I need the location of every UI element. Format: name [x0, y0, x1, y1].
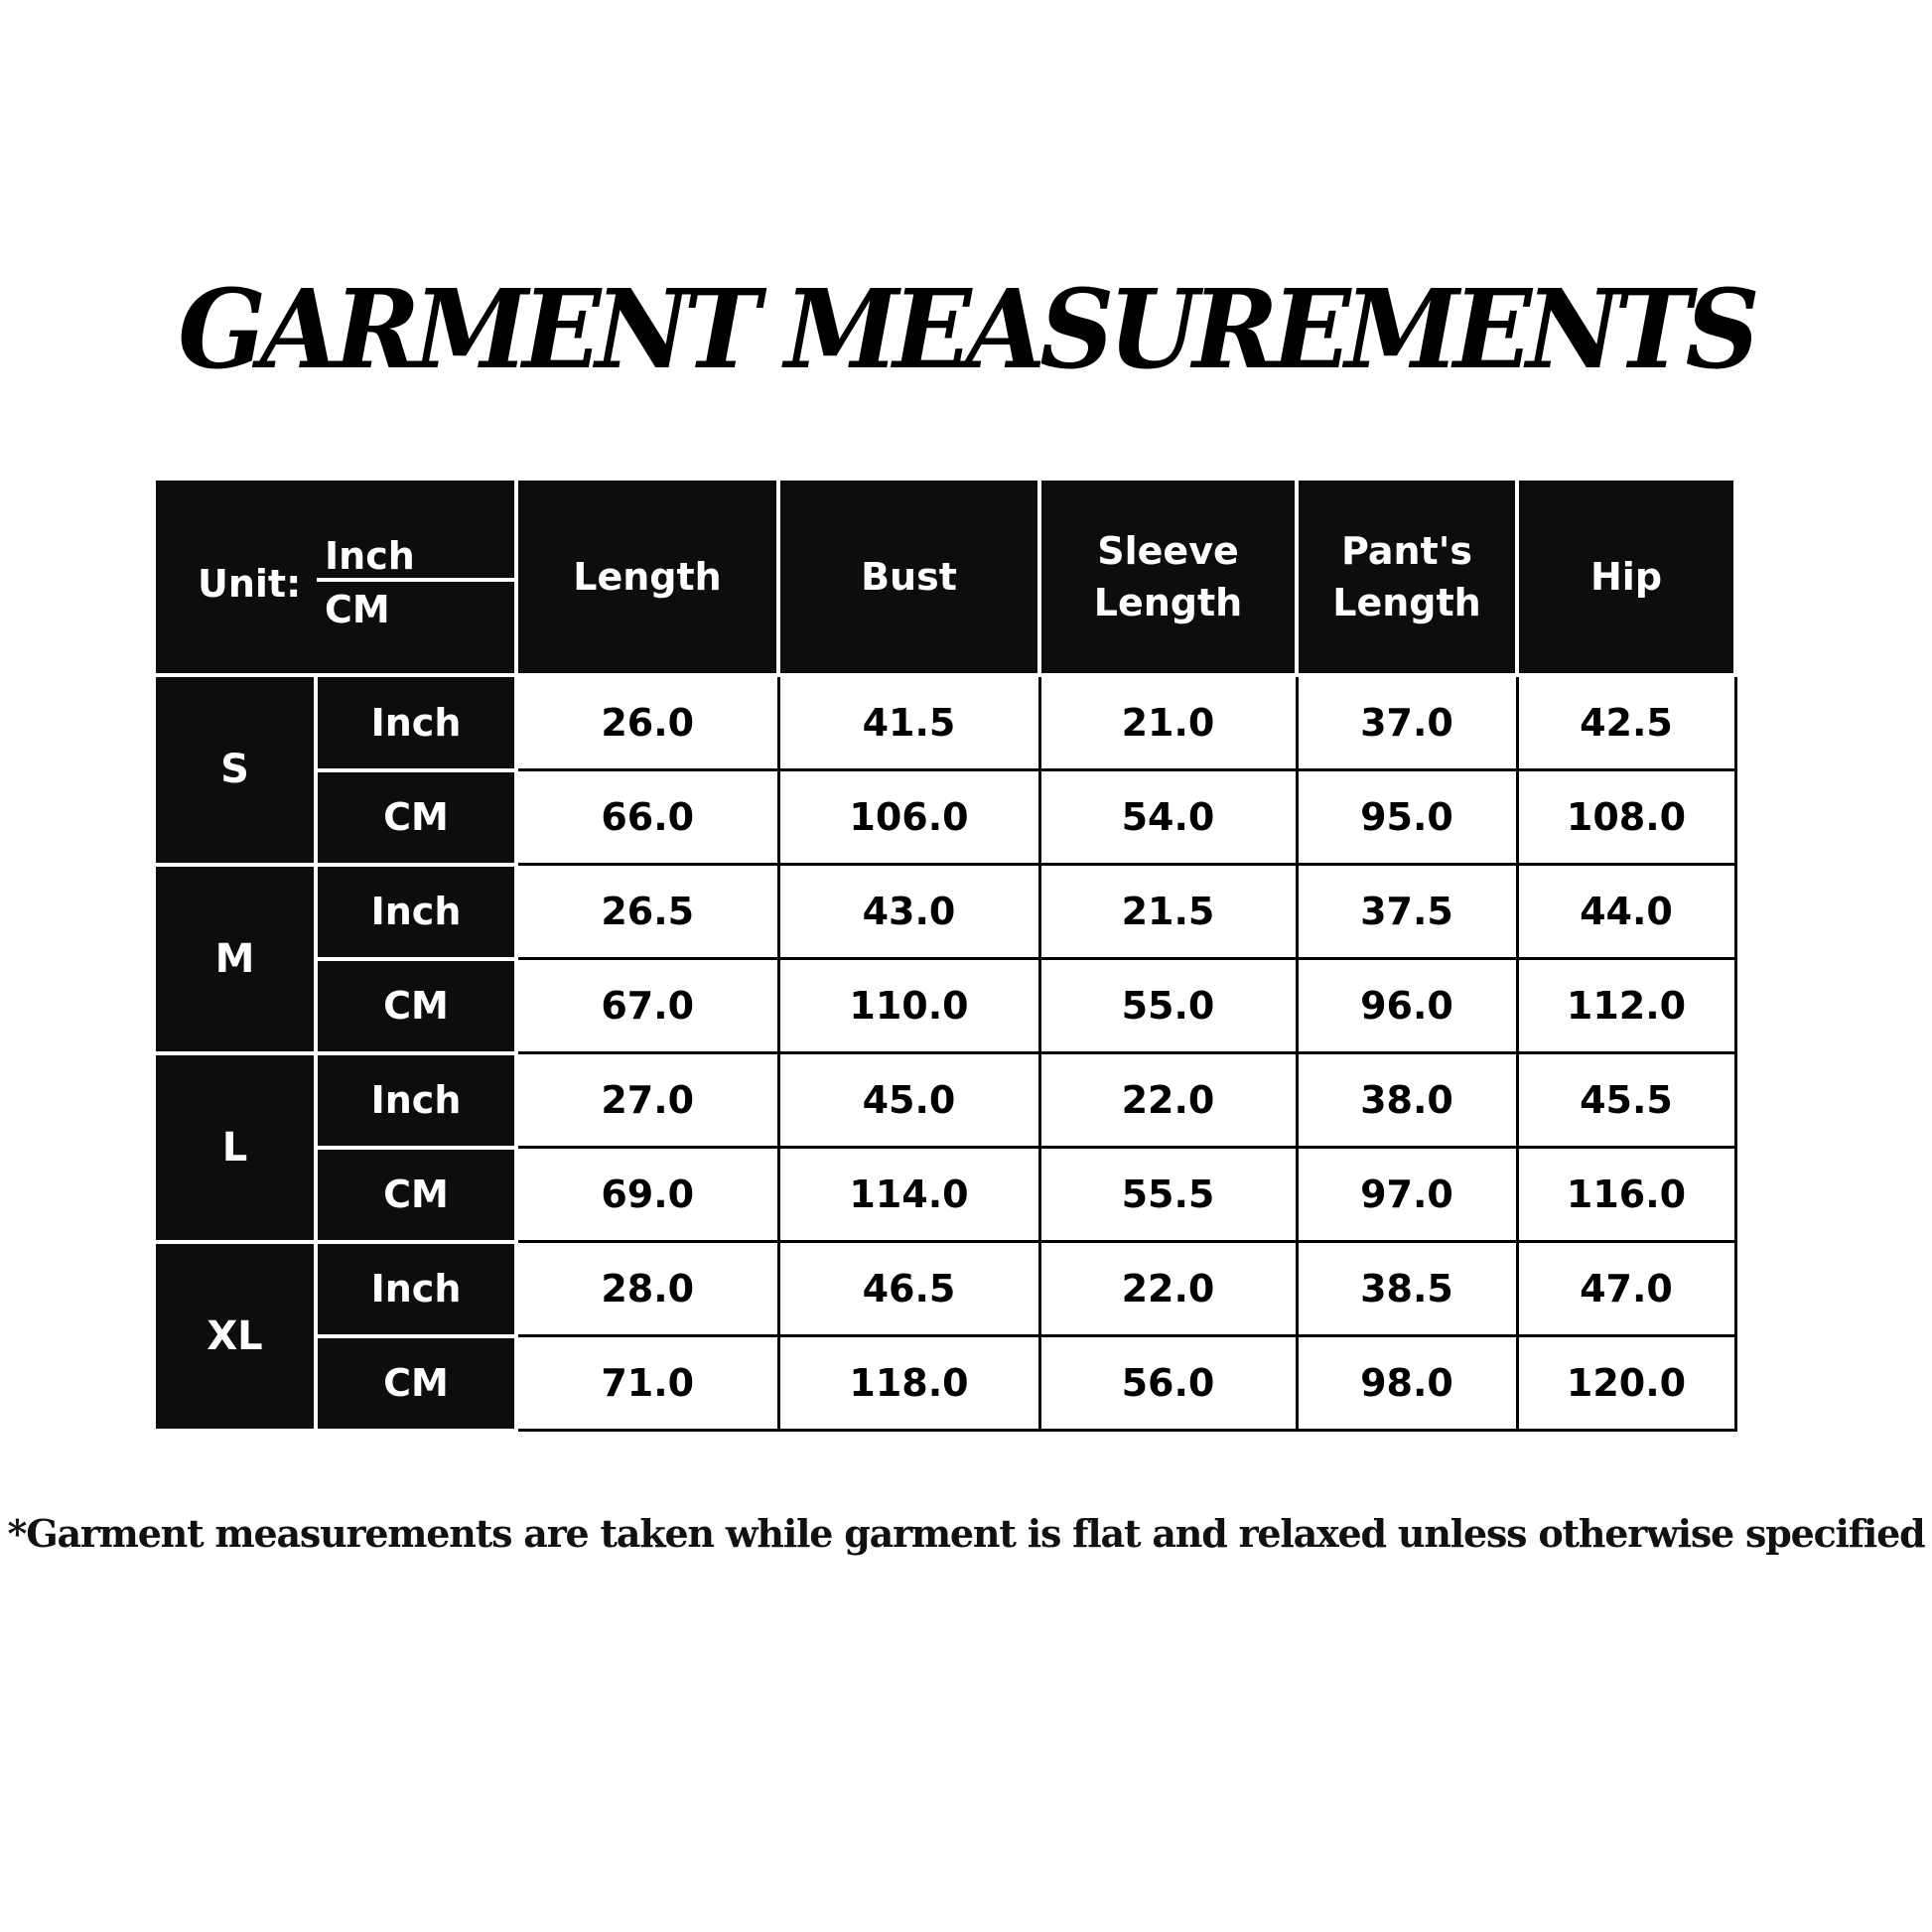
unit-label: CM	[314, 956, 518, 1055]
table-row: XL Inch 28.0 46.5 22.0 38.5 47.0	[152, 1239, 1737, 1433]
measurement-cell: 66.0	[514, 768, 780, 866]
unit-label: Unit:	[198, 562, 302, 606]
column-header-bust: Bust	[776, 477, 1041, 677]
measurement-cell: 55.5	[1037, 1146, 1299, 1243]
unit-divider	[317, 578, 514, 582]
measurement-cell: 96.0	[1295, 957, 1519, 1054]
measurement-cell: 26.0	[514, 673, 780, 771]
header-row: Unit: Inch CM Length Bust Sleeve Length …	[152, 477, 1737, 677]
size-label: XL	[152, 1239, 318, 1433]
measurement-cell: 69.0	[514, 1146, 780, 1243]
measurement-cell: 41.5	[776, 673, 1041, 771]
measurement-cell: 27.0	[514, 1051, 780, 1149]
measurement-cell: 37.0	[1295, 673, 1519, 771]
measurement-cell: 22.0	[1037, 1240, 1299, 1337]
measurement-cell: 56.0	[1037, 1334, 1299, 1432]
table-row: CM 66.0 106.0 54.0 95.0 108.0	[154, 767, 1737, 867]
column-header-text: Pant's Length	[1332, 529, 1481, 624]
measurement-cell: 42.5	[1515, 673, 1737, 771]
measurement-cell: 95.0	[1295, 768, 1519, 866]
measurement-cell: 97.0	[1295, 1146, 1519, 1243]
measurement-cell: 112.0	[1515, 957, 1737, 1054]
table-row: M Inch 26.5 43.0 21.5 37.5 44.0	[152, 862, 1737, 1055]
measurement-cell: 28.0	[514, 1240, 780, 1337]
unit-label: Inch	[314, 1050, 518, 1150]
size-label: L	[152, 1050, 318, 1244]
unit-label: CM	[314, 767, 518, 867]
footnote: *Garment measurements are taken while ga…	[7, 1511, 1926, 1556]
measurement-cell: 45.0	[776, 1051, 1041, 1149]
unit-label: Inch	[314, 862, 518, 961]
column-header-length: Length	[514, 477, 780, 677]
measurement-cell: 43.0	[776, 863, 1041, 960]
unit-label: CM	[314, 1333, 518, 1433]
size-label: M	[152, 862, 318, 1055]
measurement-cell: 22.0	[1037, 1051, 1299, 1149]
unit-label: CM	[314, 1145, 518, 1244]
measurement-cell: 45.5	[1515, 1051, 1737, 1149]
measurement-cell: 21.5	[1037, 863, 1299, 960]
measurement-cell: 26.5	[514, 863, 780, 960]
measurement-cell: 54.0	[1037, 768, 1299, 866]
column-header-text: Sleeve Length	[1093, 529, 1243, 624]
table-row: S Inch 26.0 41.5 21.0 37.0 42.5	[152, 673, 1737, 867]
size-chart-table: Unit: Inch CM Length Bust Sleeve Length …	[152, 477, 1737, 1433]
measurement-cell: 110.0	[776, 957, 1041, 1054]
measurement-cell: 114.0	[776, 1146, 1041, 1243]
unit-label: Inch	[314, 1239, 518, 1338]
measurement-cell: 55.0	[1037, 957, 1299, 1054]
column-header-sleeve-length: Sleeve Length	[1037, 477, 1299, 677]
measurement-cell: 37.5	[1295, 863, 1519, 960]
measurement-cell: 106.0	[776, 768, 1041, 866]
measurement-cell: 120.0	[1515, 1334, 1737, 1432]
measurement-cell: 38.0	[1295, 1051, 1519, 1149]
measurement-cell: 67.0	[514, 957, 780, 1054]
unit-cm: CM	[325, 588, 390, 631]
measurement-cell: 98.0	[1295, 1334, 1519, 1432]
measurement-cell: 71.0	[514, 1334, 780, 1432]
measurement-cell: 116.0	[1515, 1146, 1737, 1243]
page-title: GARMENT MEASUREMENTS	[178, 264, 1760, 394]
size-label: S	[152, 673, 318, 867]
table-row: CM 67.0 110.0 55.0 96.0 112.0	[154, 956, 1737, 1055]
table-row: L Inch 27.0 45.0 22.0 38.0 45.5	[152, 1050, 1737, 1244]
column-header-pants-length: Pant's Length	[1295, 477, 1519, 677]
unit-header: Unit: Inch CM	[152, 477, 518, 677]
measurement-cell: 118.0	[776, 1334, 1041, 1432]
column-header-hip: Hip	[1515, 477, 1737, 677]
table-row: CM 69.0 114.0 55.5 97.0 116.0	[154, 1145, 1737, 1244]
measurement-cell: 44.0	[1515, 863, 1737, 960]
unit-label: Inch	[314, 673, 518, 772]
unit-inch: Inch	[325, 534, 415, 578]
measurement-cell: 46.5	[776, 1240, 1041, 1337]
table-row: CM 71.0 118.0 56.0 98.0 120.0	[154, 1333, 1737, 1433]
measurement-cell: 108.0	[1515, 768, 1737, 866]
measurement-cell: 38.5	[1295, 1240, 1519, 1337]
measurement-cell: 21.0	[1037, 673, 1299, 771]
measurement-cell: 47.0	[1515, 1240, 1737, 1337]
